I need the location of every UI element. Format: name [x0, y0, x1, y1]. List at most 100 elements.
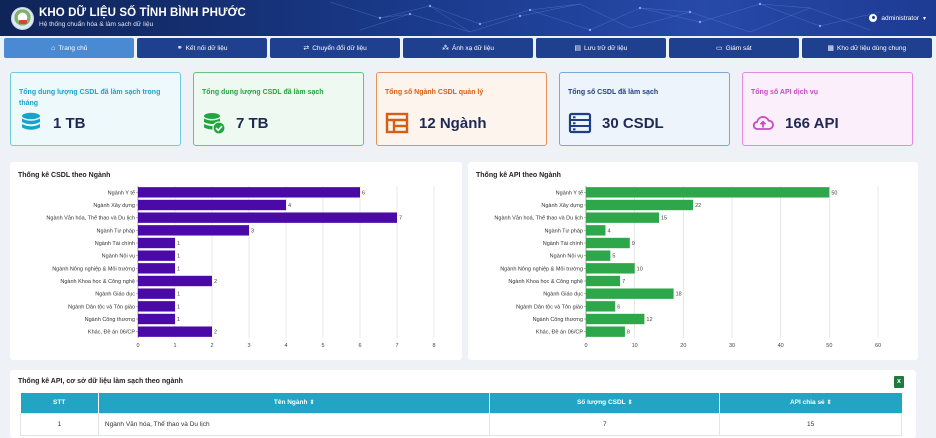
bar[interactable] [586, 288, 674, 299]
sort-icon: ⇕ [309, 400, 315, 407]
y-category-label: Khác, Đề án 06/CP [536, 330, 583, 336]
bar[interactable] [586, 326, 625, 337]
bar-value-label: 1 [177, 292, 180, 298]
bar[interactable] [138, 288, 175, 299]
shared-warehouse-icon: ▦ [827, 44, 835, 52]
nav-label: Ánh xạ dữ liệu [452, 44, 494, 52]
bar-value-label: 8 [627, 330, 630, 336]
stat-label: Tổng dung lượng CSDL đã làm sạch [202, 89, 324, 96]
cell-stt: 1 [20, 412, 99, 436]
nav-data-storage[interactable]: ▤ Lưu trữ dữ liệu [535, 38, 667, 58]
column-api-shared[interactable]: API chia sẻ ⇕ [719, 393, 902, 413]
province-logo[interactable] [11, 7, 34, 30]
column-sector-name[interactable]: Tên Ngành ⇕ [98, 393, 491, 413]
excel-export-icon[interactable]: x [894, 376, 904, 388]
server-list-icon [568, 112, 592, 134]
bar-value-label: 9 [632, 241, 635, 247]
nav-label: Trang chủ [58, 44, 88, 52]
column-label: Tên Ngành [273, 399, 308, 407]
sector-stats-panel: Thống kê API, cơ sở dữ liệu làm sạch the… [10, 370, 916, 438]
table-row[interactable]: 1 Ngành Văn hóa, Thể thao và Du lịch 7 1… [20, 412, 902, 436]
y-category-label: Ngành Xây dựng [93, 203, 135, 209]
column-stt[interactable]: STT [20, 393, 99, 413]
stat-value: 1 TB [53, 114, 86, 132]
link-icon: ⚭ [176, 44, 183, 52]
bar-value-label: 15 [661, 216, 667, 222]
bar[interactable] [586, 187, 830, 198]
csdl-chart-panel: Thống kê CSDL theo Ngành 0 1 2 3 4 5 6 7 8 Ngành … [10, 162, 462, 360]
bar[interactable] [586, 301, 616, 312]
bar[interactable] [138, 212, 397, 223]
cell-sector-name: Ngành Văn hóa, Thể thao và Du lịch [97, 412, 491, 436]
x-tick-label: 2 [210, 343, 213, 349]
x-tick-label: 3 [247, 343, 250, 349]
x-tick-label: 10 [632, 343, 638, 349]
bar[interactable] [138, 275, 212, 287]
stat-card-monthly-cleaned[interactable]: Tổng dung lượng CSDL đã làm sạch trong t… [10, 72, 181, 146]
bar[interactable] [138, 250, 175, 261]
stat-card-sectors[interactable]: Tổng số Ngành CSDL quản lý 12 Ngành [376, 72, 547, 146]
nav-home[interactable]: ⌂ Trang chủ [4, 38, 135, 58]
bar[interactable] [586, 263, 635, 274]
stat-label: Tổng số CSDL đã làm sạch [568, 89, 659, 96]
bar[interactable] [586, 250, 611, 261]
x-tick-label: 6 [358, 343, 361, 349]
x-tick-label: 5 [321, 343, 324, 349]
bar[interactable] [138, 199, 286, 211]
sector-stats-table: STT Tên Ngành ⇕ Số lượng CSDL ⇕ API chia s… [20, 393, 902, 436]
nav-label: Lưu trữ dữ liệu [584, 44, 628, 52]
layout-icon [385, 112, 409, 134]
chevron-down-icon: ▾ [922, 15, 926, 22]
table-header-row: STT Tên Ngành ⇕ Số lượng CSDL ⇕ API chia s… [20, 393, 902, 413]
bar[interactable] [138, 225, 249, 236]
y-category-label: Ngành Nội vụ [550, 254, 583, 260]
mapping-icon: ⁂ [442, 44, 449, 52]
bar[interactable] [138, 301, 175, 312]
bar[interactable] [138, 237, 175, 249]
column-csdl-count[interactable]: Số lượng CSDL ⇕ [489, 393, 721, 413]
y-category-label: Ngành Khoa học & Công nghệ [508, 279, 583, 285]
bar[interactable] [586, 313, 645, 325]
nav-data-mapping[interactable]: ⁂ Ánh xạ dữ liệu [402, 38, 534, 58]
stat-card-total-cleaned[interactable]: Tổng dung lượng CSDL đã làm sạch 7 TB [193, 72, 364, 146]
nav-shared-warehouse[interactable]: ▦ Kho dữ liệu dùng chung [801, 38, 932, 58]
stat-card-api-services[interactable]: Tổng số API dịch vụ 166 API [742, 72, 913, 146]
bar[interactable] [586, 212, 659, 223]
bar[interactable] [586, 237, 630, 249]
bar[interactable] [586, 199, 694, 211]
y-category-label: Ngành Tài chính [543, 241, 583, 247]
bar[interactable] [138, 263, 175, 274]
bar-value-label: 1 [177, 317, 180, 323]
column-label: API chia sẻ [789, 399, 825, 407]
main-nav: ⌂ Trang chủ ⚭ Kết nối dữ liệu ⇄ Chuyển đ… [4, 38, 932, 58]
y-category-label: Ngành Nông nghiệp & Môi trường [52, 266, 135, 272]
bar-value-label: 6 [617, 304, 620, 310]
bar[interactable] [138, 313, 175, 325]
column-label: STT [53, 399, 66, 407]
database-check-icon [204, 113, 226, 135]
home-icon: ⌂ [51, 44, 56, 52]
x-tick-label: 40 [778, 343, 784, 349]
bar-value-label: 7 [399, 216, 402, 222]
bar-value-label: 1 [177, 304, 180, 310]
nav-data-connection[interactable]: ⚭ Kết nối dữ liệu [136, 38, 268, 58]
stat-card-cleaned-databases[interactable]: Tổng số CSDL đã làm sạch 30 CSDL [559, 72, 730, 146]
y-category-label: Ngành Giáo dục [95, 292, 135, 298]
header-network-decoration [329, 1, 881, 33]
column-label: Số lượng CSDL [576, 399, 626, 407]
bar[interactable] [138, 187, 360, 198]
y-category-label: Ngành Xây dựng [541, 203, 583, 209]
table-title: Thống kê API, cơ sở dữ liệu làm sạch the… [18, 378, 183, 385]
user-menu[interactable]: administrator ▾ [869, 14, 926, 22]
y-category-label: Ngành Tư pháp [545, 228, 583, 234]
bar-value-label: 2 [214, 330, 217, 336]
bar[interactable] [586, 225, 606, 236]
bar[interactable] [138, 326, 212, 337]
monitor-icon: ▭ [716, 44, 723, 52]
bar[interactable] [586, 275, 621, 287]
storage-icon: ▤ [574, 44, 581, 52]
y-category-label: Ngành Giáo dục [543, 292, 583, 298]
x-tick-label: 8 [432, 343, 435, 349]
nav-monitoring[interactable]: ▭ Giám sát [668, 38, 800, 58]
nav-data-conversion[interactable]: ⇄ Chuyển đổi dữ liệu [269, 38, 401, 58]
